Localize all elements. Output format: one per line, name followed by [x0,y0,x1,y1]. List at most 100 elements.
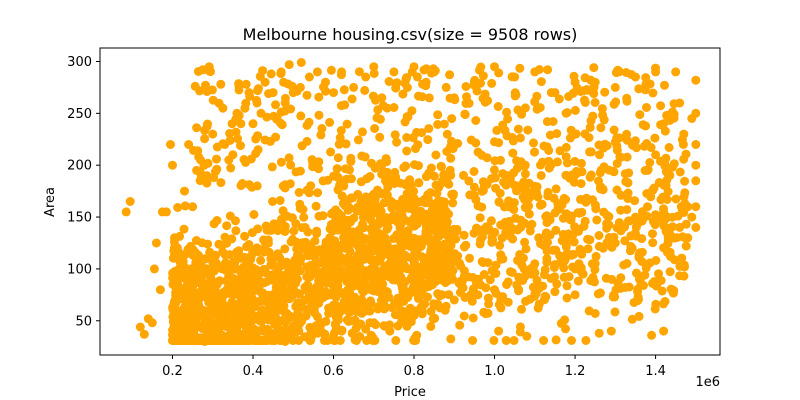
scatter-point [609,125,619,135]
scatter-point [348,282,358,291]
scatter-point [208,322,218,332]
scatter-point [523,200,533,210]
scatter-point [243,336,253,345]
scatter-point [267,162,277,172]
scatter-point [172,243,182,253]
scatter-point [271,332,281,342]
scatter-point [233,134,243,144]
scatter-point [230,257,240,267]
scatter-point [240,231,250,241]
scatter-point [679,192,689,202]
scatter-point [583,234,593,244]
scatter-point [264,89,274,99]
scatter-point [266,69,276,79]
scatter-point [491,183,501,193]
scatter-point [529,138,538,148]
scatter-point [316,258,326,268]
scatter-point [596,123,606,133]
scatter-point [421,172,431,182]
scatter-point [491,288,501,298]
scatter-point [319,336,329,345]
scatter-point [230,283,240,293]
scatter-point [427,68,436,78]
scatter-point [280,227,290,236]
scatter-point [304,72,314,82]
scatter-point [620,236,630,246]
y-tick-label: 50 [75,314,92,329]
scatter-point [469,228,479,238]
scatter-point [329,88,338,98]
scatter-point [348,227,358,237]
scatter-point [341,139,351,149]
scatter-point [371,95,380,105]
scatter-point [347,328,357,338]
scatter-point [503,114,513,124]
x-tick-label: 1.2 [565,364,586,379]
scatter-point [198,282,208,292]
scatter-point [366,215,376,225]
scatter-point [412,252,422,262]
scatter-point [295,166,305,176]
scatter-point [312,229,322,239]
scatter-point [637,234,647,244]
scatter-point [208,129,218,139]
scatter-point [648,217,658,226]
scatter-point [380,170,390,180]
scatter-point [608,166,618,176]
scatter-point [276,157,286,167]
scatter-point [580,129,590,139]
scatter-point [623,216,633,226]
scatter-point [630,196,640,206]
scatter-point [552,129,562,139]
scatter-point [166,140,175,149]
scatter-point [261,239,271,249]
scatter-point [311,201,321,211]
scatter-point [475,239,485,249]
scatter-point [326,269,336,278]
scatter-point [343,252,353,262]
scatter-point [237,286,246,296]
scatter-point [371,225,381,235]
scatter-point [351,272,361,282]
scatter-point [459,170,468,180]
scatter-point [407,67,417,77]
scatter-point [586,75,596,85]
scatter-point [627,314,637,324]
scatter-point [509,336,519,345]
scatter-point [302,120,312,130]
scatter-point [365,318,375,328]
scatter-point [208,336,218,345]
scatter-point [446,334,456,344]
scatter-point [382,287,392,297]
scatter-point [314,211,324,221]
scatter-point [569,177,579,187]
scatter-point [662,110,672,120]
scatter-point [339,181,349,191]
scatter-point [634,294,643,304]
scatter-point [539,141,549,151]
scatter-point [226,163,236,173]
scatter-point [256,255,266,265]
scatter-point [612,145,622,155]
scatter-point [498,254,508,264]
scatter-point [660,297,670,306]
scatter-point [446,153,456,163]
scatter-point [496,303,506,313]
scatter-point [312,312,322,322]
scatter-point [236,141,245,151]
scatter-point [496,295,506,305]
scatter-point [562,293,572,303]
scatter-point [262,314,272,324]
scatter-point [645,158,655,167]
scatter-point [342,119,352,129]
scatter-point [637,247,647,257]
scatter-point [495,240,505,250]
scatter-point [278,329,288,339]
scatter-point [465,253,474,263]
scatter-point [372,246,381,256]
scatter-point [569,130,579,139]
scatter-point [680,199,690,208]
scatter-point [621,68,631,77]
scatter-point [324,303,334,313]
scatter-point [366,281,376,291]
